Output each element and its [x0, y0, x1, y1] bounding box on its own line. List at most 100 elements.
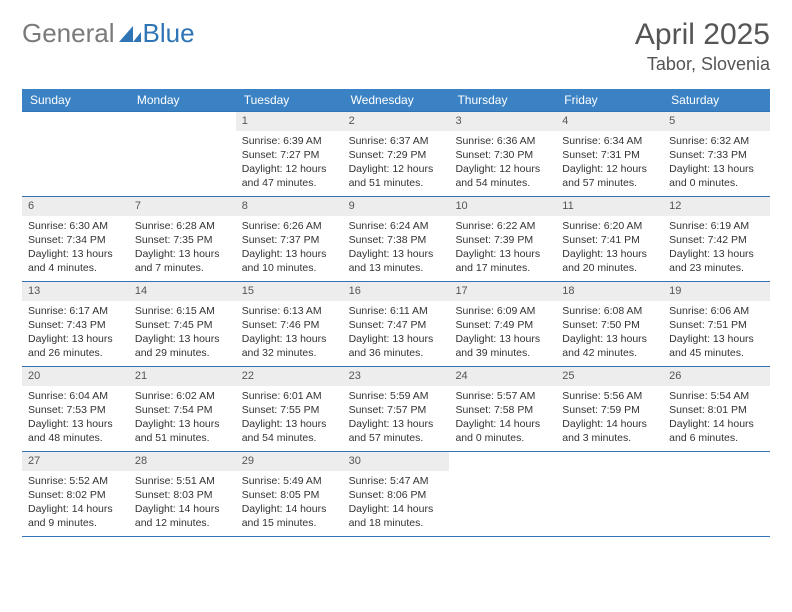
daylight-text: Daylight: 12 hours and 57 minutes. — [562, 162, 657, 190]
daylight-text: Daylight: 14 hours and 9 minutes. — [28, 502, 123, 530]
day-cell: 25Sunrise: 5:56 AMSunset: 7:59 PMDayligh… — [556, 367, 663, 451]
daylight-text: Daylight: 13 hours and 36 minutes. — [349, 332, 444, 360]
day-number: 24 — [449, 367, 556, 386]
day-body: Sunrise: 5:49 AMSunset: 8:05 PMDaylight:… — [236, 474, 343, 531]
day-body: Sunrise: 6:17 AMSunset: 7:43 PMDaylight:… — [22, 304, 129, 361]
day-number: 19 — [663, 282, 770, 301]
logo: General Blue — [22, 18, 195, 49]
day-cell: 28Sunrise: 5:51 AMSunset: 8:03 PMDayligh… — [129, 452, 236, 536]
sunrise-text: Sunrise: 6:01 AM — [242, 389, 337, 403]
sunset-text: Sunset: 7:38 PM — [349, 233, 444, 247]
day-cell: 23Sunrise: 5:59 AMSunset: 7:57 PMDayligh… — [343, 367, 450, 451]
sunset-text: Sunset: 8:05 PM — [242, 488, 337, 502]
sunrise-text: Sunrise: 6:24 AM — [349, 219, 444, 233]
sunset-text: Sunset: 7:46 PM — [242, 318, 337, 332]
sunset-text: Sunset: 7:51 PM — [669, 318, 764, 332]
sunrise-text: Sunrise: 6:04 AM — [28, 389, 123, 403]
sunrise-text: Sunrise: 6:06 AM — [669, 304, 764, 318]
daylight-text: Daylight: 13 hours and 57 minutes. — [349, 417, 444, 445]
daylight-text: Daylight: 12 hours and 51 minutes. — [349, 162, 444, 190]
sunrise-text: Sunrise: 5:56 AM — [562, 389, 657, 403]
sunrise-text: Sunrise: 5:49 AM — [242, 474, 337, 488]
weekday-header: Tuesday — [236, 89, 343, 111]
sunrise-text: Sunrise: 6:09 AM — [455, 304, 550, 318]
daylight-text: Daylight: 13 hours and 7 minutes. — [135, 247, 230, 275]
sunset-text: Sunset: 7:29 PM — [349, 148, 444, 162]
sunrise-text: Sunrise: 6:28 AM — [135, 219, 230, 233]
sunrise-text: Sunrise: 6:22 AM — [455, 219, 550, 233]
daylight-text: Daylight: 13 hours and 0 minutes. — [669, 162, 764, 190]
day-body: Sunrise: 5:51 AMSunset: 8:03 PMDaylight:… — [129, 474, 236, 531]
day-cell: 27 Sunrise: 5:52 AMSunset: 8:02 PMDayligh… — [22, 452, 129, 536]
sunrise-text: Sunrise: 6:11 AM — [349, 304, 444, 318]
day-body: Sunrise: 6:06 AMSunset: 7:51 PMDaylight:… — [663, 304, 770, 361]
day-number: 20 — [22, 367, 129, 386]
day-cell: 22Sunrise: 6:01 AMSunset: 7:55 PMDayligh… — [236, 367, 343, 451]
day-body: Sunrise: 6:13 AMSunset: 7:46 PMDaylight:… — [236, 304, 343, 361]
sunset-text: Sunset: 7:35 PM — [135, 233, 230, 247]
daylight-text: Daylight: 13 hours and 26 minutes. — [28, 332, 123, 360]
day-body: Sunrise: 6:15 AMSunset: 7:45 PMDaylight:… — [129, 304, 236, 361]
header: General Blue April 2025 Tabor, Slovenia — [22, 18, 770, 75]
sunrise-text: Sunrise: 6:37 AM — [349, 134, 444, 148]
day-cell: 14Sunrise: 6:15 AMSunset: 7:45 PMDayligh… — [129, 282, 236, 366]
day-number: 12 — [663, 197, 770, 216]
day-cell: 10Sunrise: 6:22 AMSunset: 7:39 PMDayligh… — [449, 197, 556, 281]
day-body: Sunrise: 6:36 AMSunset: 7:30 PMDaylight:… — [449, 134, 556, 191]
weekday-header: Thursday — [449, 89, 556, 111]
sunset-text: Sunset: 7:41 PM — [562, 233, 657, 247]
week-row: 13Sunrise: 6:17 AMSunset: 7:43 PMDayligh… — [22, 282, 770, 367]
sunrise-text: Sunrise: 6:13 AM — [242, 304, 337, 318]
calendar: SundayMondayTuesdayWednesdayThursdayFrid… — [22, 89, 770, 537]
day-cell — [129, 112, 236, 196]
sunset-text: Sunset: 8:01 PM — [669, 403, 764, 417]
day-number: 26 — [663, 367, 770, 386]
day-number: 8 — [236, 197, 343, 216]
sunrise-text: Sunrise: 6:02 AM — [135, 389, 230, 403]
day-cell: 12 Sunrise: 6:19 AMSunset: 7:42 PMDayligh… — [663, 197, 770, 281]
daylight-text: Daylight: 13 hours and 23 minutes. — [669, 247, 764, 275]
daylight-text: Daylight: 13 hours and 39 minutes. — [455, 332, 550, 360]
day-body: Sunrise: 6:19 AMSunset: 7:42 PMDaylight:… — [663, 219, 770, 276]
sunset-text: Sunset: 7:33 PM — [669, 148, 764, 162]
sunset-text: Sunset: 8:06 PM — [349, 488, 444, 502]
day-cell: 21Sunrise: 6:02 AMSunset: 7:54 PMDayligh… — [129, 367, 236, 451]
day-cell — [449, 452, 556, 536]
day-cell: 17Sunrise: 6:09 AMSunset: 7:49 PMDayligh… — [449, 282, 556, 366]
sunset-text: Sunset: 7:58 PM — [455, 403, 550, 417]
sunset-text: Sunset: 7:34 PM — [28, 233, 123, 247]
day-number: 4 — [556, 112, 663, 131]
daylight-text: Daylight: 13 hours and 54 minutes. — [242, 417, 337, 445]
week-row: 6Sunrise: 6:30 AMSunset: 7:34 PMDaylight… — [22, 197, 770, 282]
day-body: Sunrise: 6:26 AMSunset: 7:37 PMDaylight:… — [236, 219, 343, 276]
day-cell: 24Sunrise: 5:57 AMSunset: 7:58 PMDayligh… — [449, 367, 556, 451]
day-cell: 4Sunrise: 6:34 AMSunset: 7:31 PMDaylight… — [556, 112, 663, 196]
daylight-text: Daylight: 13 hours and 13 minutes. — [349, 247, 444, 275]
sunrise-text: Sunrise: 6:34 AM — [562, 134, 657, 148]
day-cell: 1Sunrise: 6:39 AMSunset: 7:27 PMDaylight… — [236, 112, 343, 196]
weekday-header: Wednesday — [343, 89, 450, 111]
sunset-text: Sunset: 7:37 PM — [242, 233, 337, 247]
sunset-text: Sunset: 7:30 PM — [455, 148, 550, 162]
month-title: April 2025 — [635, 18, 770, 52]
sunset-text: Sunset: 7:49 PM — [455, 318, 550, 332]
sunset-text: Sunset: 8:02 PM — [28, 488, 123, 502]
sunrise-text: Sunrise: 5:52 AM — [28, 474, 123, 488]
day-cell: 3Sunrise: 6:36 AMSunset: 7:30 PMDaylight… — [449, 112, 556, 196]
weeks-grid: 1Sunrise: 6:39 AMSunset: 7:27 PMDaylight… — [22, 111, 770, 537]
day-number: 25 — [556, 367, 663, 386]
day-number: 30 — [343, 452, 450, 471]
sunset-text: Sunset: 7:53 PM — [28, 403, 123, 417]
weekday-header-row: SundayMondayTuesdayWednesdayThursdayFrid… — [22, 89, 770, 111]
sunrise-text: Sunrise: 6:26 AM — [242, 219, 337, 233]
daylight-text: Daylight: 13 hours and 45 minutes. — [669, 332, 764, 360]
day-body: Sunrise: 6:37 AMSunset: 7:29 PMDaylight:… — [343, 134, 450, 191]
day-number: 27 — [22, 452, 129, 471]
sunrise-text: Sunrise: 6:20 AM — [562, 219, 657, 233]
day-cell: 2Sunrise: 6:37 AMSunset: 7:29 PMDaylight… — [343, 112, 450, 196]
daylight-text: Daylight: 12 hours and 47 minutes. — [242, 162, 337, 190]
day-body: Sunrise: 6:24 AMSunset: 7:38 PMDaylight:… — [343, 219, 450, 276]
sunrise-text: Sunrise: 6:36 AM — [455, 134, 550, 148]
daylight-text: Daylight: 13 hours and 10 minutes. — [242, 247, 337, 275]
day-number: 23 — [343, 367, 450, 386]
